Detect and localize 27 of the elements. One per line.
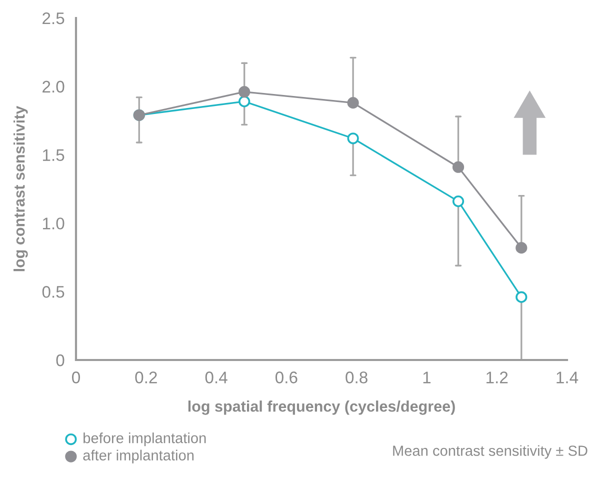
point (452, 161, 464, 173)
point (452, 195, 464, 208)
point (238, 86, 250, 98)
x-tick-label: 1.4 (556, 372, 578, 384)
x-tick-label: 1.2 (486, 372, 508, 384)
point (516, 242, 528, 254)
x-tick-label: 0 (72, 372, 80, 384)
point (347, 97, 359, 109)
point (516, 291, 528, 303)
point (238, 96, 250, 108)
x-tick-label: 0.6 (275, 372, 298, 384)
y-tick-label: 2.0 (42, 80, 64, 93)
text: Mean contrast sensitivity ± SD (393, 445, 588, 459)
y-tick-label: 0.5 (42, 286, 64, 298)
x-tick-label: 0.4 (205, 372, 228, 384)
legend-label: after implantation (83, 450, 194, 464)
legend-label: before implantation (84, 432, 206, 446)
y-tick-label: 0 (56, 354, 64, 366)
x-tick-label: 0.8 (346, 372, 368, 384)
y-axis-title: log contrast sensitivity (14, 106, 28, 272)
y-tick-label: 1.0 (42, 218, 64, 230)
x-tick-label: 0.2 (135, 372, 157, 384)
point (347, 132, 359, 144)
y-tick-label: 1.5 (42, 149, 64, 162)
x-tick-label: 1 (423, 372, 431, 384)
y-tick-label: 2.5 (42, 12, 64, 24)
x-axis-title: log spatial frequency (cycles/degree) (188, 400, 455, 415)
